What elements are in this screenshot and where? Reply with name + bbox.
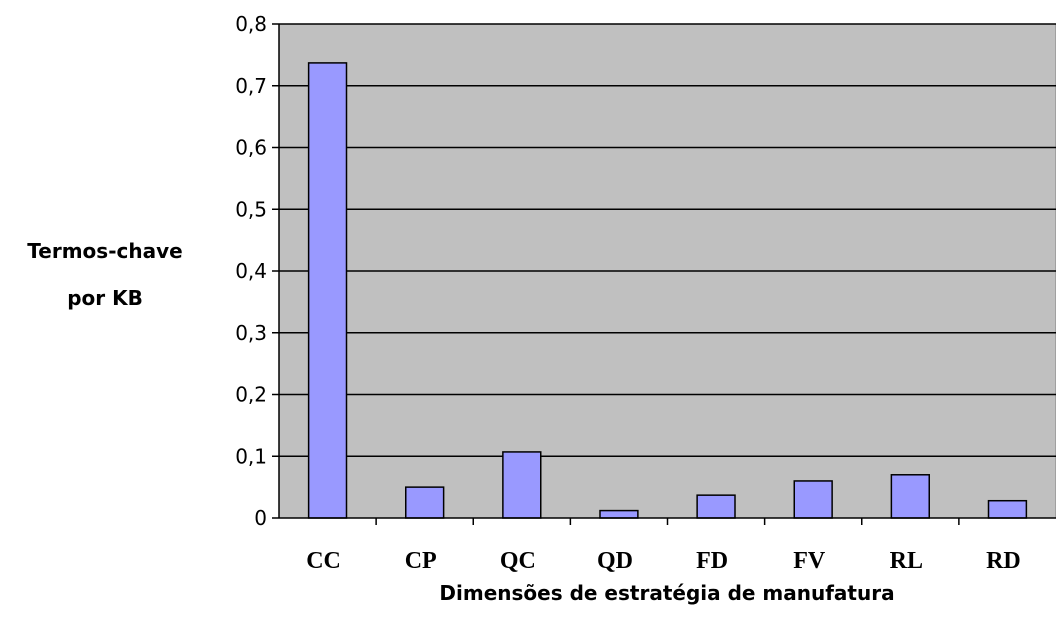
bar-rd (987, 499, 1028, 519)
bar-cp (404, 486, 445, 519)
bar-qc (502, 451, 542, 519)
bars (307, 62, 1028, 519)
y-tick-label: 0,2 (235, 383, 267, 407)
y-tick-label: 0,6 (235, 136, 267, 160)
y-tick-label: 0,7 (235, 74, 267, 98)
x-tick-label-qc: QC (500, 548, 536, 574)
x-tick-label-cp: CP (405, 548, 437, 574)
x-tick-labels: CC CP QC QD FD FV RL RD (306, 548, 1021, 574)
x-axis-title: Dimensões de estratégia de manufatura (439, 581, 894, 605)
x-tick-label-rd: RD (986, 548, 1021, 574)
x-tick-label-cc: CC (306, 548, 341, 574)
gridlines (279, 23, 1056, 457)
bar-qd (599, 509, 639, 519)
axes (272, 23, 1056, 525)
bar-rl (890, 474, 931, 519)
y-tick-label: 0,8 (235, 12, 267, 36)
x-tick-label-rl: RL (890, 548, 923, 574)
y-tick-labels: 0 0,1 0,2 0,3 0,4 0,5 0,6 0,7 0,8 (235, 12, 267, 530)
bar-cc (307, 62, 348, 519)
y-tick-label: 0,1 (235, 444, 267, 468)
bar-fv (793, 480, 833, 519)
y-tick-label: 0,5 (235, 197, 267, 221)
y-tick-label: 0,4 (235, 259, 267, 283)
x-tick-label-qd: QD (597, 548, 633, 574)
y-axis-title-line-1: Termos-chave (27, 239, 182, 263)
x-tick-label-fd: FD (696, 548, 728, 574)
y-tick-label: 0 (254, 506, 267, 530)
y-tick-label: 0,3 (235, 321, 267, 345)
y-axis-title-line-2: por KB (67, 286, 143, 310)
bar-fd (696, 494, 736, 519)
x-tick-label-fv: FV (793, 548, 826, 574)
